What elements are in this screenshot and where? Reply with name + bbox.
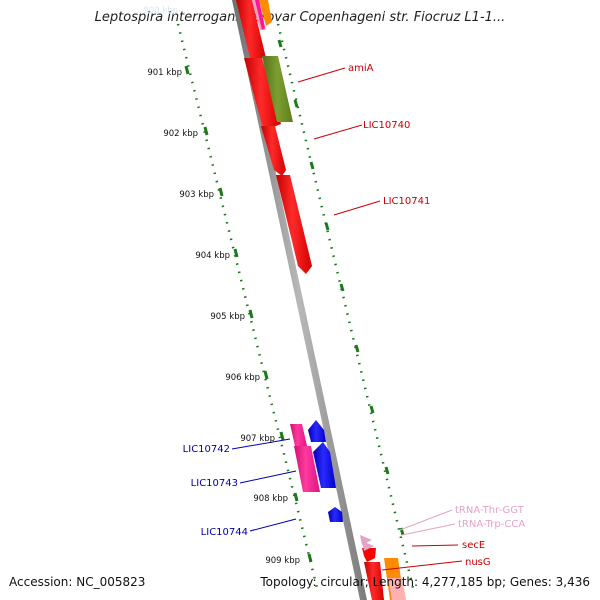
- tick-label-904: 904 kbp: [195, 251, 230, 261]
- tick-label-901: 901 kbp: [147, 68, 182, 78]
- tick-label-900: 900 kbp: [143, 6, 178, 16]
- tick-label-907: 907 kbp: [240, 434, 275, 444]
- trna-labels: tRNA-Thr-GGT tRNA-Trp-CCA: [455, 505, 525, 530]
- feature-blue-upper: [308, 420, 326, 442]
- feature-top-magenta: [255, 0, 265, 30]
- feature-top-red: [236, 0, 266, 58]
- feature-LIC10740: [261, 126, 286, 176]
- tick-label-902: 902 kbp: [163, 129, 198, 139]
- accession-label: Accession: NC_005823: [9, 575, 146, 589]
- gene-label-LIC10741: LIC10741: [383, 196, 430, 207]
- map-title: Leptospira interrogans serovar Copenhage…: [94, 10, 506, 25]
- feature-pink-bottom: [388, 578, 406, 600]
- tick-label-908: 908 kbp: [253, 494, 288, 504]
- tick-labels: 900 kbp 901 kbp 902 kbp 903 kbp 904 kbp …: [143, 6, 300, 566]
- gene-labels-right: amiA LIC10740 LIC10741 secE nusG: [348, 63, 491, 568]
- feature-top-orange: [259, 0, 272, 26]
- feature-LIC10741: [276, 175, 312, 274]
- tick-dashes: [184, 39, 405, 563]
- gene-label-nusG: nusG: [465, 557, 491, 568]
- gene-label-LIC10743: LIC10743: [191, 478, 238, 489]
- features-forward: [236, 0, 406, 600]
- tick-label-909: 909 kbp: [265, 556, 300, 566]
- gene-label-LIC10740: LIC10740: [363, 120, 410, 131]
- tick-label-906: 906 kbp: [225, 373, 260, 383]
- genome-summary: Topology: circular; Length: 4,277,185 bp…: [260, 575, 590, 589]
- gene-label-secE: secE: [462, 540, 485, 551]
- feature-amiA-red: [244, 58, 281, 130]
- trna-label-trp: tRNA-Trp-CCA: [458, 519, 525, 530]
- feature-olive: [262, 56, 293, 122]
- tick-label-903: 903 kbp: [179, 190, 214, 200]
- gene-label-LIC10744: LIC10744: [201, 527, 248, 538]
- feature-magenta-top: [290, 424, 307, 446]
- gene-label-LIC10742: LIC10742: [183, 444, 230, 455]
- label-connectors: [231, 67, 463, 571]
- trna-marks: [360, 535, 374, 551]
- features-reverse: [290, 420, 343, 522]
- feature-blue-small: [328, 507, 343, 522]
- feature-magenta-main: [294, 446, 320, 492]
- gene-labels-left: LIC10742 LIC10743 LIC10744: [183, 444, 248, 538]
- feature-secE-red: [362, 548, 376, 562]
- feature-blue-main: [313, 442, 336, 488]
- gene-label-amiA: amiA: [348, 63, 374, 74]
- tick-track-left: [176, 23, 320, 593]
- backbone: [232, 0, 367, 600]
- trna-label-thr: tRNA-Thr-GGT: [455, 505, 525, 516]
- tick-label-905: 905 kbp: [210, 312, 245, 322]
- feature-nusG-red: [364, 562, 384, 600]
